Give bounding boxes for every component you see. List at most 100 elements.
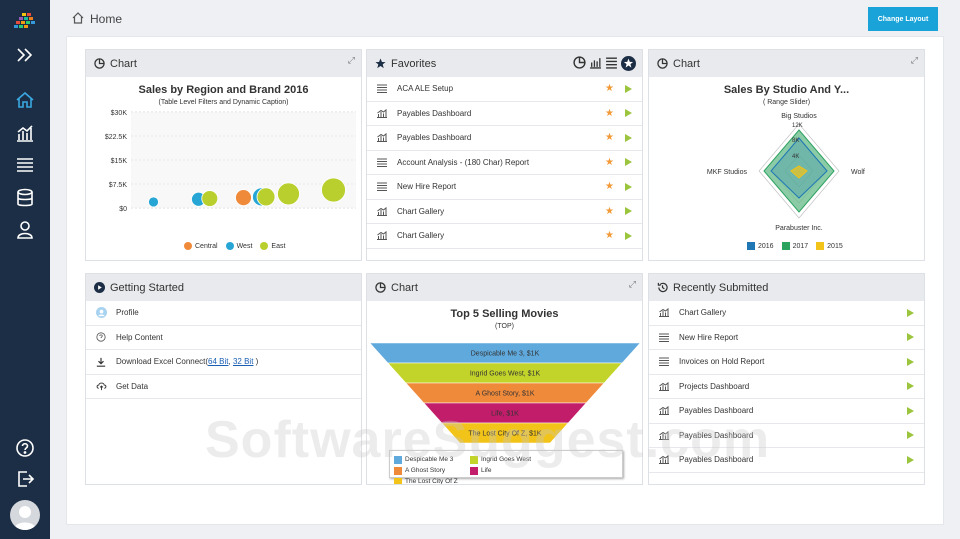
favorite-star-icon[interactable]: ★: [605, 156, 614, 168]
y-tick-label: $22.5K: [105, 134, 128, 141]
list-item[interactable]: Help Content: [86, 326, 361, 350]
list-item[interactable]: Payables Dashboard ★: [367, 126, 642, 151]
expand-icon[interactable]: ⤢: [910, 55, 918, 65]
list-item-label: Payables Dashboard: [679, 455, 754, 465]
chart-legend: 2016 2017 2015: [739, 242, 843, 250]
run-play-icon[interactable]: [625, 182, 632, 191]
star-icon: [375, 58, 386, 69]
legend-label: A Ghost Story: [405, 467, 446, 474]
run-play-icon[interactable]: [625, 158, 632, 167]
funnel-stage-label: Life, $1K: [491, 411, 519, 418]
list-item[interactable]: Projects Dashboard: [649, 375, 924, 399]
history-icon: [657, 282, 668, 293]
legend-item[interactable]: Despicable Me 3: [394, 454, 470, 465]
favorite-star-icon[interactable]: ★: [605, 205, 614, 217]
list-item[interactable]: New Hire Report: [649, 326, 924, 350]
download-32bit-link[interactable]: 32 Bit: [232, 357, 254, 367]
pie-filter-icon[interactable]: [573, 56, 586, 69]
list-item[interactable]: Payables Dashboard: [649, 399, 924, 424]
logout-icon[interactable]: [13, 467, 37, 491]
run-play-icon[interactable]: [907, 382, 914, 391]
legend-swatch: [394, 466, 402, 475]
run-play-icon[interactable]: [625, 109, 632, 118]
list-item[interactable]: Invoices on Hold Report: [649, 350, 924, 375]
list-item: Download Excel Connect( 64 Bit , 32 Bit …: [86, 350, 361, 375]
list-item[interactable]: New Hire Report ★: [367, 175, 642, 200]
run-play-icon[interactable]: [907, 455, 914, 464]
chart-icon: [375, 231, 389, 241]
favorites-panel: Favorites ACA ALE Setup ★ Payables Dashboa…: [366, 49, 643, 261]
run-play-icon[interactable]: [907, 333, 914, 342]
list-item[interactable]: Payables Dashboard: [649, 424, 924, 448]
favorite-star-icon[interactable]: ★: [605, 230, 614, 242]
database-nav-icon[interactable]: [13, 186, 37, 210]
legend-label: Ingrid Goes West: [481, 456, 532, 463]
expand-menu-icon[interactable]: [13, 43, 37, 67]
user-nav-icon[interactable]: [13, 218, 37, 242]
data-point: [235, 189, 252, 206]
legend-label[interactable]: 2015: [827, 242, 843, 250]
legend-swatch: [816, 242, 825, 250]
legend-item[interactable]: A Ghost Story: [394, 465, 470, 476]
link-separator: ,: [228, 357, 233, 367]
favorite-star-icon[interactable]: ★: [605, 181, 614, 193]
chart-filter-icon[interactable]: [589, 56, 602, 69]
star-filter-icon[interactable]: [621, 56, 636, 71]
legend-item[interactable]: Life: [470, 465, 546, 476]
legend-label[interactable]: Central: [195, 242, 218, 250]
legend-label[interactable]: 2016: [758, 242, 774, 250]
avatar[interactable]: [10, 500, 40, 530]
list-icon: [657, 357, 671, 367]
list-filter-icon[interactable]: [605, 56, 618, 69]
profile-icon: [94, 307, 108, 319]
list-item[interactable]: Payables Dashboard ★: [367, 102, 642, 126]
data-point: [321, 177, 346, 203]
run-play-icon[interactable]: [907, 431, 914, 440]
panel-title: Chart: [673, 57, 700, 70]
legend-label[interactable]: 2017: [792, 242, 809, 250]
chart-icon: [657, 455, 671, 465]
run-play-icon[interactable]: [625, 133, 632, 142]
run-play-icon[interactable]: [625, 84, 632, 93]
funnel-stage-label: A Ghost Story, $1K: [475, 391, 534, 398]
chart-panel-movies: Chart ⤢ Top 5 Selling Movies (TOP) Despi…: [366, 273, 643, 485]
legend-item[interactable]: Ingrid Goes West: [470, 454, 546, 465]
list-item[interactable]: Account Analysis - (180 Char) Report ★: [367, 151, 642, 175]
pie-chart-icon: [375, 282, 386, 293]
run-play-icon[interactable]: [907, 357, 914, 366]
list-item[interactable]: Payables Dashboard: [649, 448, 924, 473]
list-item[interactable]: Chart Gallery ★: [367, 200, 642, 224]
favorite-star-icon[interactable]: ★: [605, 107, 614, 119]
run-play-icon[interactable]: [625, 231, 632, 240]
legend-item[interactable]: The Lost City Of Z: [394, 476, 470, 484]
list-item-label: Help Content: [116, 332, 163, 342]
list-item[interactable]: Profile: [86, 301, 361, 326]
list-item[interactable]: ACA ALE Setup ★: [367, 77, 642, 102]
funnel-stage-label: Ingrid Goes West, $1K: [470, 371, 541, 378]
home-nav-icon[interactable]: [13, 88, 37, 112]
legend-label[interactable]: East: [271, 242, 286, 250]
analytics-nav-icon[interactable]: [13, 121, 37, 145]
list-item[interactable]: Chart Gallery ★: [367, 224, 642, 249]
list-item[interactable]: Chart Gallery: [649, 301, 924, 326]
run-play-icon[interactable]: [907, 406, 914, 415]
radar-axis-label: Parabuster Inc.: [775, 225, 823, 232]
panel-header: Chart ⤢: [649, 50, 924, 77]
help-icon[interactable]: [13, 436, 37, 460]
favorite-star-icon[interactable]: ★: [605, 132, 614, 144]
list-item[interactable]: Get Data: [86, 375, 361, 399]
reports-nav-icon[interactable]: [13, 153, 37, 177]
legend-label[interactable]: West: [236, 242, 253, 250]
expand-icon[interactable]: ⤢: [347, 55, 355, 65]
expand-icon[interactable]: ⤢: [628, 279, 636, 289]
change-layout-button[interactable]: Change Layout: [868, 7, 938, 31]
run-play-icon[interactable]: [625, 207, 632, 216]
list-item-label: Profile: [116, 308, 139, 318]
radar-tick-label: 12K: [792, 123, 803, 129]
download-64bit-link[interactable]: 64 Bit: [208, 357, 229, 367]
recent-list: Chart Gallery New Hire Report Invoices on …: [649, 301, 924, 473]
favorite-star-icon[interactable]: ★: [605, 83, 614, 95]
radar-tick-label: 8K: [792, 138, 799, 144]
chart-icon: [657, 406, 671, 416]
run-play-icon[interactable]: [907, 308, 914, 317]
